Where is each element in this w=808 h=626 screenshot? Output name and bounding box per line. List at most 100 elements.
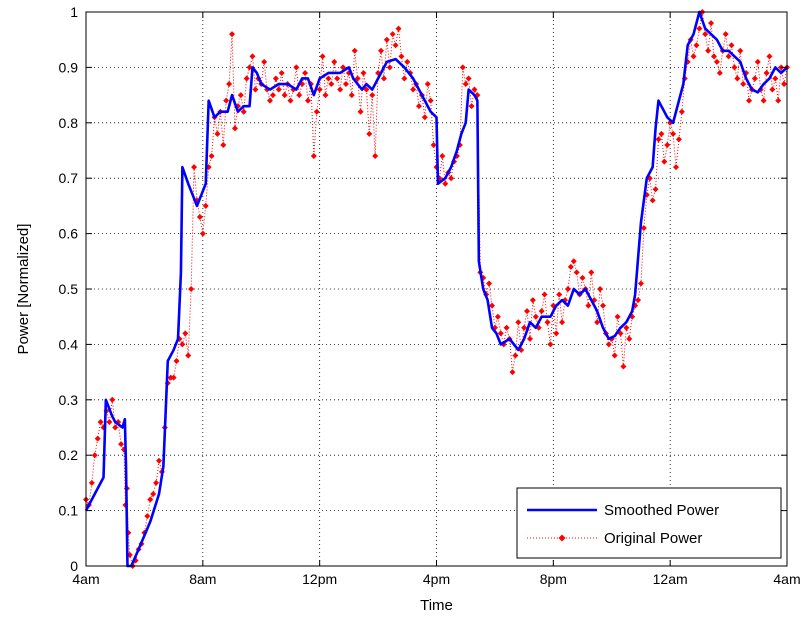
series-point-original	[693, 42, 700, 49]
series-point-original	[626, 335, 633, 342]
series-point-original	[354, 75, 361, 82]
series-point-original	[109, 396, 116, 403]
series-point-original	[386, 64, 393, 71]
series-point-original	[322, 92, 329, 99]
series-point-original	[156, 457, 163, 464]
series-point-original	[395, 25, 402, 32]
series-point-original	[658, 130, 665, 137]
series-point-original	[147, 496, 154, 503]
legend: Smoothed Power Original Power	[516, 487, 782, 559]
y-axis-label: Power [Normalized]	[15, 224, 32, 355]
series-point-original	[118, 441, 125, 448]
series-point-original	[313, 108, 320, 115]
series-point-original	[421, 114, 428, 121]
y-tick-label: 0.2	[59, 447, 79, 463]
series-point-original	[529, 297, 536, 304]
x-tick-label: 8pm	[540, 571, 567, 587]
series-point-original	[351, 47, 358, 54]
series-point-original	[567, 263, 574, 270]
series-point-original	[267, 97, 274, 104]
series-point-original	[316, 86, 323, 93]
series-point-original	[378, 47, 385, 54]
series-point-original	[182, 330, 189, 337]
series-point-original	[226, 81, 233, 88]
series-point-original	[223, 97, 230, 104]
series-point-original	[112, 424, 119, 431]
series-point-original	[652, 186, 659, 193]
series-point-original	[389, 31, 396, 38]
series-point-original	[766, 53, 773, 60]
series-point-original	[524, 308, 531, 315]
y-tick-label: 0.1	[59, 503, 79, 519]
series-line-smoothed	[84, 10, 788, 568]
series-point-original	[734, 75, 741, 82]
series-point-original	[716, 69, 723, 76]
series-point-original	[191, 164, 198, 171]
series-point-original	[360, 69, 367, 76]
series-point-original	[173, 358, 180, 365]
series-point-original	[573, 269, 580, 276]
series-point-original	[585, 302, 592, 309]
series-point-original	[635, 297, 642, 304]
x-tick-label: 4am	[773, 571, 800, 587]
series-point-original	[710, 53, 717, 60]
y-tick-label: 0.4	[59, 336, 79, 352]
series-point-original	[392, 42, 399, 49]
series-point-original	[725, 53, 732, 60]
series-point-original	[556, 291, 563, 298]
series-point-original	[459, 64, 466, 71]
series-point-original	[640, 225, 647, 232]
series-point-original	[199, 230, 206, 237]
series-point-original	[611, 352, 618, 359]
series-point-original	[731, 64, 738, 71]
series-point-original	[544, 319, 551, 326]
series-point-original	[547, 341, 554, 348]
series-point-original	[620, 363, 627, 370]
series-point-original	[366, 130, 373, 137]
series-point-original	[465, 75, 472, 82]
series-point-original	[188, 286, 195, 292]
series-point-original	[398, 53, 405, 60]
series-point-original	[690, 53, 697, 60]
series-point-original	[772, 75, 779, 82]
series-point-original	[231, 125, 238, 132]
series-point-original	[369, 92, 376, 99]
series-point-original	[170, 374, 177, 381]
series-point-original	[746, 97, 753, 104]
series-point-original	[728, 42, 735, 49]
series-point-original	[331, 58, 338, 65]
series-point-original	[415, 103, 422, 110]
series-point-original	[240, 108, 247, 115]
legend-marker-original	[558, 534, 566, 542]
series-point-original	[605, 341, 612, 348]
series-point-original	[740, 81, 747, 88]
series-point-original	[599, 302, 606, 309]
series-point-original	[670, 130, 677, 137]
series-point-original	[532, 313, 539, 320]
series-point-original	[401, 75, 408, 82]
series-point-original	[655, 136, 662, 143]
series-point-original	[737, 47, 744, 54]
series-point-original	[781, 81, 788, 88]
series-point-original	[328, 81, 335, 88]
series-point-original	[269, 92, 276, 99]
legend-label-original: Original Power	[604, 530, 702, 547]
series-point-original	[579, 274, 586, 281]
x-tick-label: 4pm	[423, 571, 450, 587]
series-point-original	[383, 36, 390, 43]
series-point-original	[94, 435, 101, 442]
x-tick-label: 4am	[72, 571, 99, 587]
series-point-original	[196, 213, 203, 220]
series-point-original	[404, 58, 411, 65]
series-point-original	[559, 319, 566, 326]
series-point-original	[342, 81, 349, 88]
y-tick-label: 0.3	[59, 392, 79, 408]
series-point-original	[430, 141, 437, 148]
series-point-original	[488, 302, 495, 309]
series-point-original	[503, 324, 510, 331]
series-point-original	[702, 31, 709, 38]
series-point-original	[649, 197, 656, 204]
series-point-original	[538, 308, 545, 315]
series-point-original	[708, 20, 715, 27]
series-point-original	[521, 324, 528, 331]
